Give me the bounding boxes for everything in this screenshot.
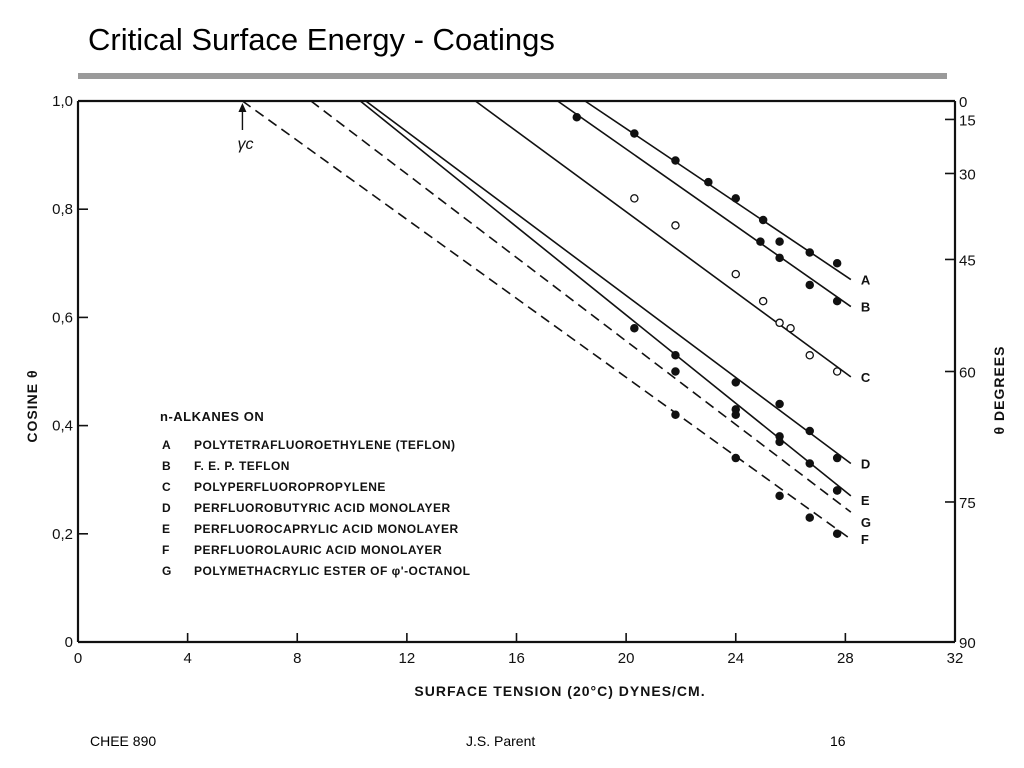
series-end-label: D bbox=[861, 456, 870, 471]
series-end-label: F bbox=[861, 532, 869, 547]
y2-tick-label: 75 bbox=[959, 495, 976, 512]
y-tick-label: 0,8 bbox=[52, 201, 73, 218]
series-end-label: E bbox=[861, 493, 870, 508]
data-point-f bbox=[775, 491, 784, 501]
y2-tick-label: 90 bbox=[959, 635, 976, 652]
data-point-c bbox=[758, 296, 768, 306]
x-tick-label: 28 bbox=[837, 650, 854, 667]
y-tick-label: 0,6 bbox=[52, 309, 73, 326]
data-point-b bbox=[775, 253, 784, 263]
data-point-a bbox=[671, 156, 680, 165]
y-tick-label: 0,4 bbox=[52, 418, 73, 435]
data-point-a bbox=[630, 129, 639, 138]
x-tick-label: 24 bbox=[727, 650, 744, 667]
legend-key: D bbox=[162, 501, 171, 515]
y2-axis-label: θ DEGREES bbox=[991, 346, 1007, 435]
series-end-label: A bbox=[861, 273, 871, 288]
legend-key: E bbox=[162, 522, 170, 536]
series-end-label: G bbox=[861, 515, 871, 530]
data-point-b bbox=[805, 280, 814, 290]
x-tick-label: 16 bbox=[508, 650, 525, 667]
series-line-e bbox=[359, 100, 852, 497]
y2-tick-label: 45 bbox=[959, 252, 976, 269]
footer-author: J.S. Parent bbox=[466, 733, 536, 749]
gamma-c-arrow-head bbox=[238, 103, 247, 112]
data-point-a bbox=[758, 215, 768, 225]
data-point-e bbox=[630, 323, 639, 333]
data-point-e bbox=[805, 459, 814, 468]
data-point-f bbox=[832, 529, 842, 539]
data-point-d bbox=[832, 453, 842, 463]
legend-label: POLYPERFLUOROPROPYLENE bbox=[194, 480, 386, 494]
series-end-label: C bbox=[861, 370, 871, 385]
data-point-b bbox=[572, 112, 582, 122]
data-point-d bbox=[805, 426, 814, 436]
legend-label: POLYTETRAFLUOROETHYLENE (TEFLON) bbox=[194, 438, 456, 452]
x-tick-label: 0 bbox=[74, 650, 82, 667]
data-point-g bbox=[731, 410, 741, 420]
data-point-b bbox=[832, 296, 842, 306]
y2-tick-label: 0 bbox=[959, 94, 967, 111]
data-point-c bbox=[786, 323, 795, 333]
x-tick-label: 12 bbox=[399, 650, 416, 667]
legend-label: PERFLUOROCAPRYLIC ACID MONOLAYER bbox=[194, 522, 459, 536]
slide-title: Critical Surface Energy - Coatings bbox=[88, 22, 555, 57]
data-point-e bbox=[671, 351, 680, 360]
legend-label: POLYMETHACRYLIC ESTER OF φ'-OCTANOL bbox=[194, 564, 471, 578]
legend-key: A bbox=[162, 438, 171, 452]
series-end-label: B bbox=[861, 300, 870, 315]
data-point-c bbox=[630, 194, 639, 203]
x-tick-label: 20 bbox=[618, 650, 635, 667]
footer-page-number: 16 bbox=[830, 733, 846, 749]
data-point-g bbox=[832, 486, 842, 495]
data-point-f bbox=[805, 513, 814, 522]
y2-tick-label: 15 bbox=[959, 112, 976, 129]
title-divider bbox=[78, 73, 947, 79]
data-point-d bbox=[731, 378, 741, 387]
x-tick-label: 32 bbox=[947, 650, 964, 667]
series-line-g bbox=[310, 100, 852, 513]
data-point-g bbox=[775, 437, 784, 447]
series-line-d bbox=[365, 100, 852, 465]
data-point-b bbox=[756, 237, 765, 246]
y-tick-label: 1,0 bbox=[52, 93, 73, 110]
data-point-a bbox=[805, 248, 814, 257]
data-point-a bbox=[832, 259, 842, 268]
data-point-c bbox=[731, 269, 741, 279]
x-axis-label: SURFACE TENSION (20°C) DYNES/CM. bbox=[414, 683, 705, 699]
data-point-g bbox=[671, 367, 680, 376]
legend-key: B bbox=[162, 459, 171, 473]
data-point-a bbox=[731, 194, 741, 203]
legend-key: G bbox=[162, 564, 171, 578]
data-point-a bbox=[704, 177, 713, 187]
legend-heading: n-ALKANES ON bbox=[160, 409, 264, 424]
data-point-d bbox=[775, 399, 784, 409]
y2-tick-label: 30 bbox=[959, 166, 976, 183]
y2-tick-label: 60 bbox=[959, 365, 976, 382]
data-point-a bbox=[775, 237, 784, 246]
data-point-f bbox=[731, 453, 741, 463]
data-point-c bbox=[775, 318, 784, 328]
y-axis-label: COSINE θ bbox=[24, 369, 40, 442]
x-tick-label: 8 bbox=[293, 650, 301, 667]
legend-label: PERFLUOROBUTYRIC ACID MONOLAYER bbox=[194, 501, 451, 515]
series-line-b bbox=[557, 100, 852, 308]
data-point-c bbox=[805, 351, 814, 360]
y-tick-label: 0 bbox=[65, 634, 73, 651]
gamma-c-annotation: γc bbox=[237, 136, 253, 153]
legend-key: C bbox=[162, 480, 171, 494]
footer-course: CHEE 890 bbox=[90, 733, 157, 749]
legend-label: PERFLUOROLAURIC ACID MONOLAYER bbox=[194, 543, 442, 557]
series-line-f bbox=[241, 100, 852, 540]
data-point-f bbox=[671, 410, 680, 420]
y-tick-label: 0,2 bbox=[52, 526, 73, 543]
data-point-c bbox=[671, 221, 680, 230]
data-point-c bbox=[832, 367, 842, 376]
x-tick-label: 4 bbox=[183, 650, 191, 667]
legend-key: F bbox=[162, 543, 169, 557]
legend-label: F. E. P. TEFLON bbox=[194, 459, 290, 473]
